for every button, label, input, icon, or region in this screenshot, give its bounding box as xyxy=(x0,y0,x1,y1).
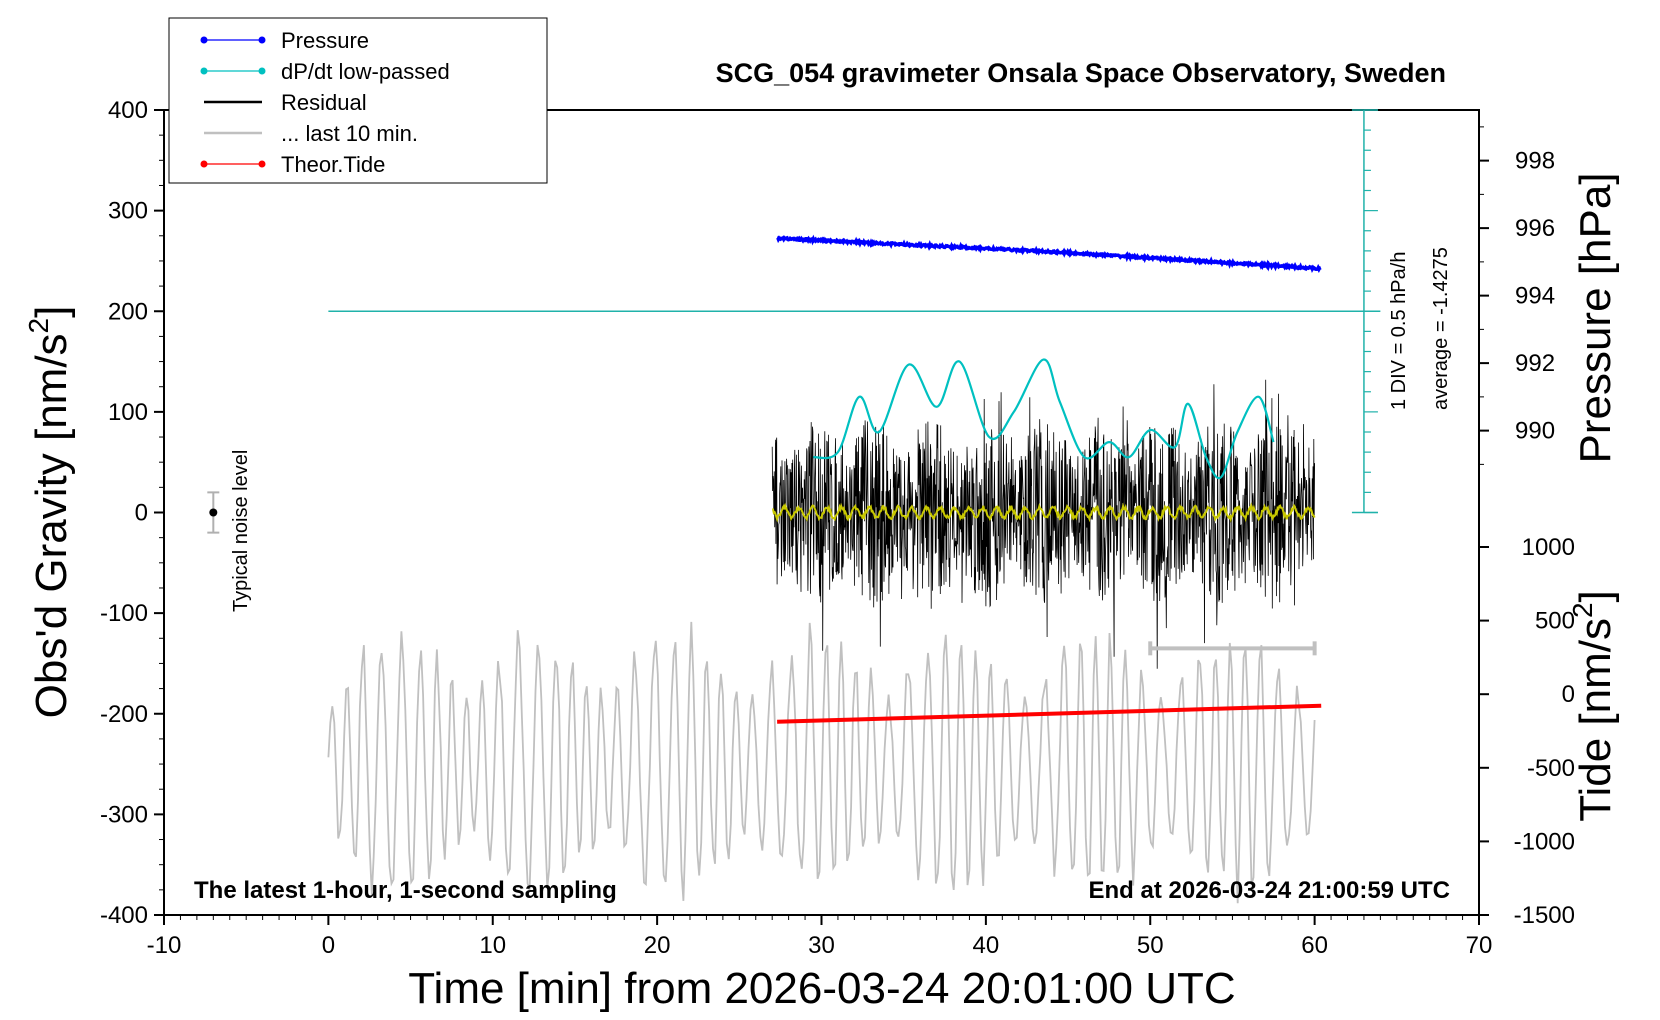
y-tick-label: -100 xyxy=(100,600,148,627)
sampling-note: The latest 1-hour, 1-second sampling xyxy=(194,877,617,904)
legend-swatch-dot xyxy=(200,36,208,44)
tide-tick-label: 1000 xyxy=(1522,534,1575,561)
legend-label: ... last 10 min. xyxy=(281,121,418,146)
dpdt-average-note: average = -1.4275 xyxy=(1430,247,1452,410)
y-axis-pressure: 990 992 994 996 998 xyxy=(1479,126,1555,465)
y-tick-label: -300 xyxy=(100,801,148,828)
y-tick-label: -200 xyxy=(100,701,148,728)
legend-swatch-dot xyxy=(200,160,208,168)
dpdt-scale-axis xyxy=(1351,109,1378,514)
pressure-line xyxy=(776,234,1322,273)
legend-swatch-dot xyxy=(200,67,208,75)
x-tick-label: -10 xyxy=(147,932,182,959)
pressure-series xyxy=(776,234,1322,273)
x-tick-label: 70 xyxy=(1466,932,1493,959)
x-axis: -10 0 10 20 30 40 50 60 70 xyxy=(147,915,1493,959)
residual-line xyxy=(771,379,1315,669)
tide-tick-label: 0 xyxy=(1562,681,1575,708)
x-tick-label: 30 xyxy=(808,932,835,959)
end-time-note: End at 2026-03-24 21:00:59 UTC xyxy=(1089,877,1451,904)
pressure-tick-label: 998 xyxy=(1515,148,1555,175)
pressure-tick-label: 994 xyxy=(1515,283,1555,310)
x-tick-label: 40 xyxy=(973,932,1000,959)
residual-lowpass-line xyxy=(772,502,1316,524)
legend-label: Residual xyxy=(281,90,367,115)
legend-swatch-dot xyxy=(258,67,266,75)
tide-tick-label: -500 xyxy=(1527,755,1575,782)
x-axis-title: Time [min] from 2026-03-24 20:01:00 UTC xyxy=(408,964,1235,1013)
dpdt-scale-note: 1 DIV = 0.5 hPa/h xyxy=(1388,252,1410,410)
pressure-tick-label: 990 xyxy=(1515,418,1555,445)
y-axis-tide: -1500 -1000 -500 0 500 1000 xyxy=(1479,534,1575,929)
y-axis-title-pressure: Pressure [hPa] xyxy=(1571,172,1620,463)
noise-level-label: Typical noise level xyxy=(230,450,252,612)
legend-swatch-dot xyxy=(258,160,266,168)
noise-level-point xyxy=(209,508,218,517)
y-tick-label: 200 xyxy=(108,298,148,325)
noise-level-marker xyxy=(207,491,220,534)
legend: Pressure dP/dt low-passed Residual ... last… xyxy=(168,17,548,184)
range-marker xyxy=(1148,641,1317,656)
y-axis-title-left: Obs'd Gravity [nm/s2] xyxy=(23,306,76,719)
y-axis-left: -400 -300 -200 -100 0 100 200 300 400 xyxy=(100,97,164,929)
residual-lowpass-series xyxy=(772,502,1316,524)
dpdt-line xyxy=(813,358,1275,480)
y-axis-title-tide: Tide [nm/s2] xyxy=(1567,590,1620,822)
chart-title: SCG_054 gravimeter Onsala Space Observat… xyxy=(716,58,1446,88)
legend-swatch-dot xyxy=(258,36,266,44)
x-tick-label: 50 xyxy=(1137,932,1164,959)
tide-line xyxy=(777,703,1322,724)
legend-label: Pressure xyxy=(281,28,369,53)
tide-tick-label: -1000 xyxy=(1514,828,1575,855)
x-tick-label: 60 xyxy=(1301,932,1328,959)
residual-series xyxy=(771,379,1315,669)
y-tick-label: 300 xyxy=(108,198,148,225)
y-tick-label: -400 xyxy=(100,902,148,929)
y-tick-label: 400 xyxy=(108,97,148,124)
legend-label: dP/dt low-passed xyxy=(281,59,450,84)
x-tick-label: 10 xyxy=(479,932,506,959)
pressure-tick-label: 996 xyxy=(1515,215,1555,242)
dpdt-series xyxy=(813,358,1275,480)
y-tick-label: 0 xyxy=(135,500,148,527)
x-tick-label: 0 xyxy=(322,932,335,959)
tide-tick-label: -1500 xyxy=(1514,902,1575,929)
last-10-min-line xyxy=(327,621,1316,904)
y-tick-label: 100 xyxy=(108,399,148,426)
tide-series xyxy=(777,703,1322,724)
last-10-min-series xyxy=(327,621,1316,904)
pressure-tick-label: 992 xyxy=(1515,350,1555,377)
x-tick-label: 20 xyxy=(644,932,671,959)
legend-box xyxy=(168,17,548,184)
legend-label: Theor.Tide xyxy=(281,152,385,177)
tide-tick-label: 500 xyxy=(1535,608,1575,635)
